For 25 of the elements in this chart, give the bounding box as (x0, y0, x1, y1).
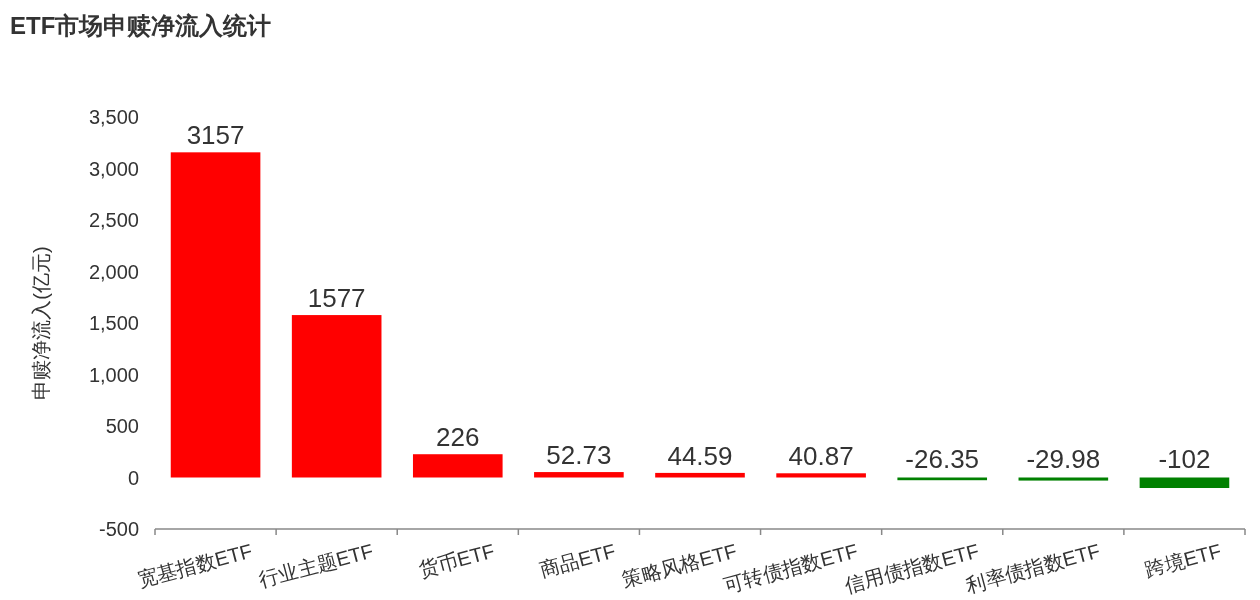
x-tick-label: 跨境ETF (1142, 539, 1224, 581)
data-label: -26.35 (905, 443, 980, 474)
x-tick-label: 宽基指数ETF (135, 539, 255, 592)
y-tick-label: 3,000 (88, 157, 139, 180)
y-axis-title: 申赎净流入(亿元) (30, 246, 52, 400)
data-label: 226 (436, 422, 480, 453)
y-tick-label: 2,000 (88, 260, 139, 283)
y-tick-label: 500 (105, 415, 139, 437)
y-tick-label: 1,500 (88, 312, 139, 334)
data-label: 44.59 (667, 440, 733, 471)
y-tick-label: 0 (127, 466, 139, 489)
data-label: -29.98 (1026, 443, 1101, 474)
data-label: 52.73 (546, 440, 612, 471)
x-tick-label: 行业主题ETF (256, 539, 376, 592)
data-label: 1577 (307, 283, 366, 314)
data-label: 40.87 (788, 441, 854, 472)
x-tick-label: 商品ETF (537, 539, 618, 581)
data-label: -102 (1158, 443, 1211, 474)
y-tick-label: 3,500 (88, 106, 139, 128)
chart-title: ETF市场申赎净流入统计 (10, 12, 272, 39)
data-label: 3157 (186, 120, 245, 151)
y-tick-label: -500 (98, 518, 139, 540)
x-tick-label: 货币ETF (415, 539, 497, 581)
y-tick-label: 2,500 (88, 209, 139, 231)
y-tick-label: 1,000 (88, 363, 139, 386)
